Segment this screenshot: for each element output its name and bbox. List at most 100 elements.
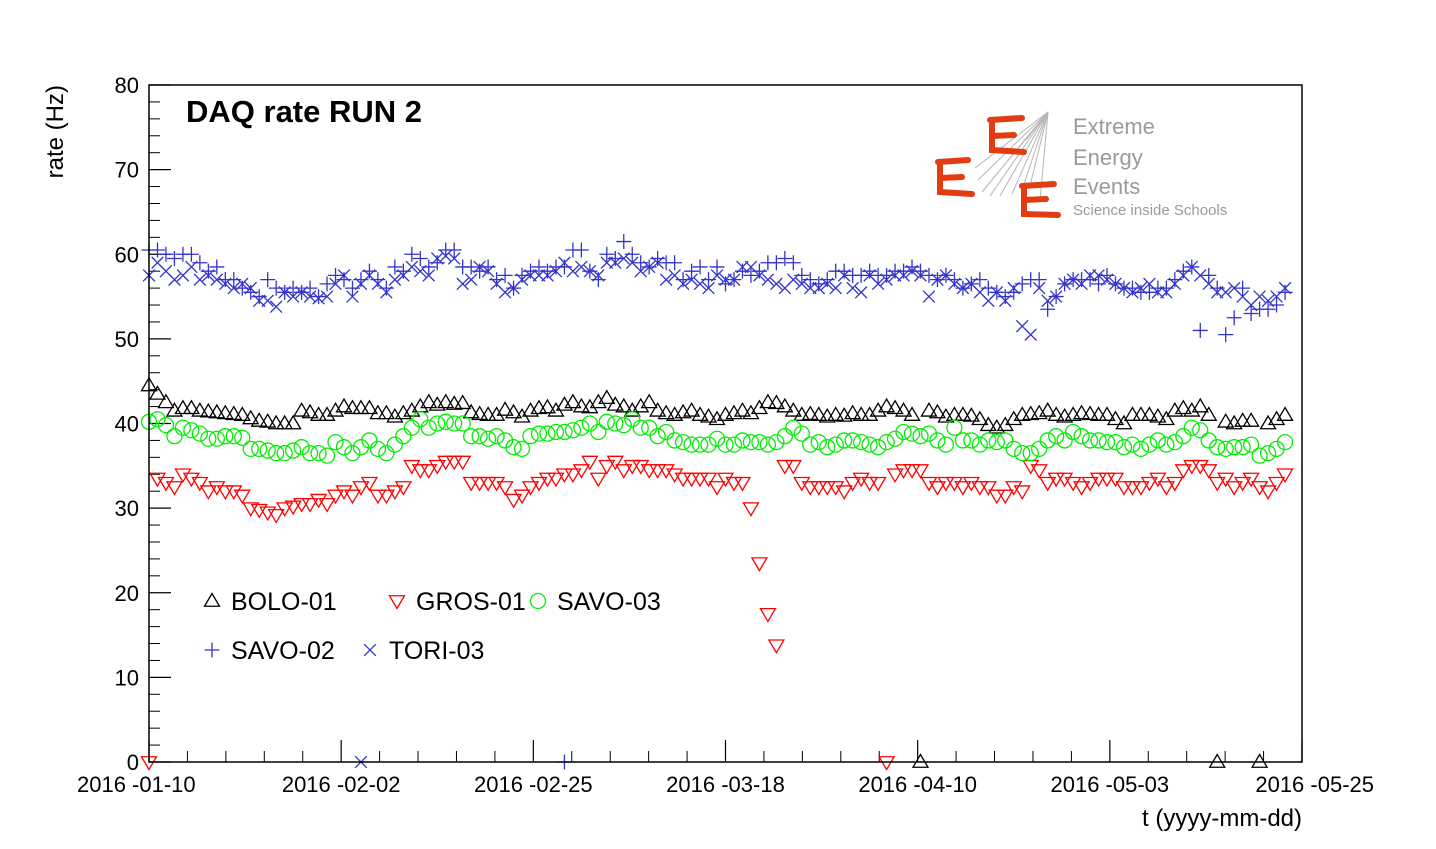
data-point [606,455,624,471]
series-bolo-01 [140,376,1294,768]
data-point [1251,447,1268,464]
data-point [607,415,624,432]
data-point [674,433,692,451]
data-point [682,472,701,488]
data-point [269,300,283,314]
data-point [462,476,480,492]
data-point [770,277,783,291]
data-point [1267,476,1286,492]
data-point [445,455,463,471]
data-point [312,291,325,305]
data-point [157,476,175,492]
data-point [971,436,988,453]
data-point [276,502,294,517]
data-point [1056,432,1073,449]
data-point [691,406,709,421]
data-point [768,255,784,271]
data-point [1081,432,1099,449]
data-point [869,476,887,492]
data-point [210,273,224,286]
y-tick-label: 0 [127,750,139,775]
data-point [454,415,471,432]
data-point [1047,472,1065,488]
data-point [1005,410,1023,426]
data-point [572,397,591,413]
axes: 0 10 20 30 40 50 60 70 80 2016 -01-10 2016 -02-02 2… [77,73,1374,797]
data-point [530,476,548,492]
data-point [555,468,574,484]
data-point [759,393,777,409]
data-point [573,419,590,436]
data-point [954,406,972,421]
data-point [505,439,522,456]
data-point [496,401,514,416]
data-point [208,430,225,447]
legend-item-savo-03: SAVO-03 [529,588,661,616]
data-point [878,433,895,451]
data-point [903,425,921,442]
data-point [911,464,930,479]
data-point [1007,281,1021,295]
data-point [1041,294,1054,308]
data-point [1235,280,1251,296]
data-point [456,277,469,291]
data-point [1259,414,1277,430]
data-point [157,393,175,409]
data-point [1192,322,1208,338]
data-point [422,269,436,282]
data-point [699,472,718,488]
data-point [1253,290,1266,303]
data-point [386,407,404,423]
data-point [1013,485,1031,500]
data-point [651,256,664,270]
data-point [293,439,310,456]
data-point [496,481,514,496]
data-point [191,402,209,417]
data-point [191,425,209,442]
data-point [361,432,378,449]
data-point [216,404,234,420]
data-point [962,476,980,492]
data-point [1234,439,1251,456]
data-point [608,256,622,270]
data-point [1226,439,1243,456]
data-point [1276,468,1294,484]
data-point [1014,444,1031,462]
data-point [174,399,192,415]
data-point [343,489,362,505]
data-point [1039,476,1057,492]
data-point [877,397,896,413]
data-point [743,267,759,283]
data-point [158,246,174,262]
data-point [1268,440,1285,458]
data-point [894,402,913,417]
data-point [708,481,726,496]
data-point [394,481,412,496]
data-point [699,407,718,423]
data-point [802,436,819,453]
data-point [649,402,667,417]
data-point [776,397,794,413]
data-point [708,410,726,426]
data-point [733,402,752,417]
data-point [710,269,724,282]
data-point [405,260,419,274]
data-point [1242,472,1260,488]
data-point [880,273,893,286]
data-point [327,433,344,451]
y-tick-label: 60 [115,242,139,267]
data-point [346,290,359,303]
data-point [1047,428,1065,445]
series-savo-03 [140,411,1294,464]
data-point [988,433,1005,451]
data-point [894,464,913,479]
data-point [515,273,529,286]
data-point [659,273,673,286]
data-point [504,493,523,509]
data-point [827,481,845,496]
data-point [623,402,641,417]
data-point [276,414,294,430]
data-point [716,472,735,488]
data-point [259,413,277,428]
data-point [260,272,276,288]
